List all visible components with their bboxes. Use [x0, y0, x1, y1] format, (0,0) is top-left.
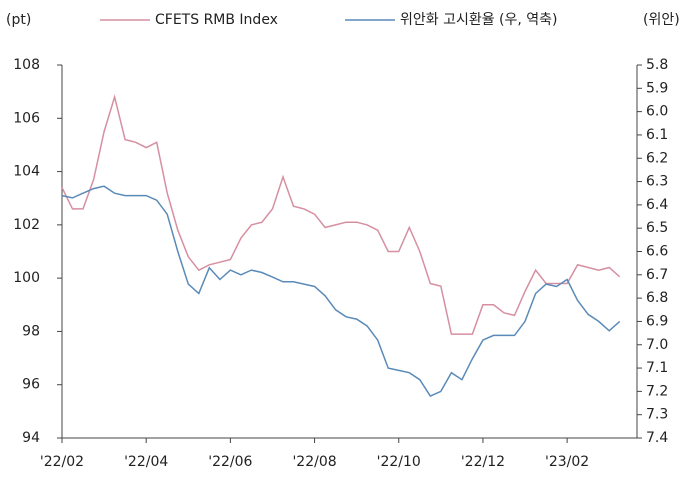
- x-tick-label: '22/12: [461, 454, 505, 470]
- y2-tick-label: 5.9: [646, 80, 668, 96]
- y-tick-label: 102: [13, 217, 40, 233]
- series-line: [61, 185, 621, 397]
- x-tick-label: '22/10: [377, 454, 421, 470]
- y2-tick-label: 6.4: [646, 197, 668, 213]
- y2-tick-label: 6.5: [646, 220, 668, 236]
- y2-tick-label: 6.6: [646, 244, 668, 260]
- y2-tick-label: 6.0: [646, 104, 668, 120]
- series-line: [61, 94, 621, 335]
- y2-tick-label: 6.8: [646, 290, 668, 306]
- y2-tick-label: 6.3: [646, 174, 668, 190]
- y2-tick-label: 5.8: [646, 57, 668, 73]
- y2-tick-label: 7.0: [646, 337, 668, 353]
- y2-tick-label: 6.2: [646, 150, 668, 166]
- x-tick-label: '23/02: [545, 454, 589, 470]
- x-tick-label: '22/02: [40, 454, 84, 470]
- y2-axis-label: (위안): [643, 12, 680, 28]
- y-tick-label: 104: [13, 164, 40, 180]
- y-tick-label: 98: [22, 323, 40, 339]
- y2-tick-label: 7.4: [646, 430, 668, 446]
- x-tick-label: '22/06: [208, 454, 252, 470]
- y2-tick-label: 7.3: [646, 407, 668, 423]
- y-axis-label: (pt): [6, 12, 31, 28]
- y2-tick-label: 7.1: [646, 360, 668, 376]
- y2-tick-label: 6.1: [646, 127, 668, 143]
- y2-tick-label: 6.7: [646, 267, 668, 283]
- legend-label: CFETS RMB Index: [155, 12, 278, 28]
- x-tick-label: '22/08: [292, 454, 336, 470]
- y-tick-label: 108: [13, 57, 40, 73]
- y2-tick-label: 7.2: [646, 383, 668, 399]
- y-tick-label: 94: [22, 430, 40, 446]
- legend-label: 위안화 고시환율 (우, 역축): [400, 12, 558, 28]
- y-tick-label: 96: [22, 377, 40, 393]
- y-tick-label: 106: [13, 110, 40, 126]
- y2-tick-label: 6.9: [646, 313, 668, 329]
- y-tick-label: 100: [13, 270, 40, 286]
- x-tick-label: '22/04: [124, 454, 168, 470]
